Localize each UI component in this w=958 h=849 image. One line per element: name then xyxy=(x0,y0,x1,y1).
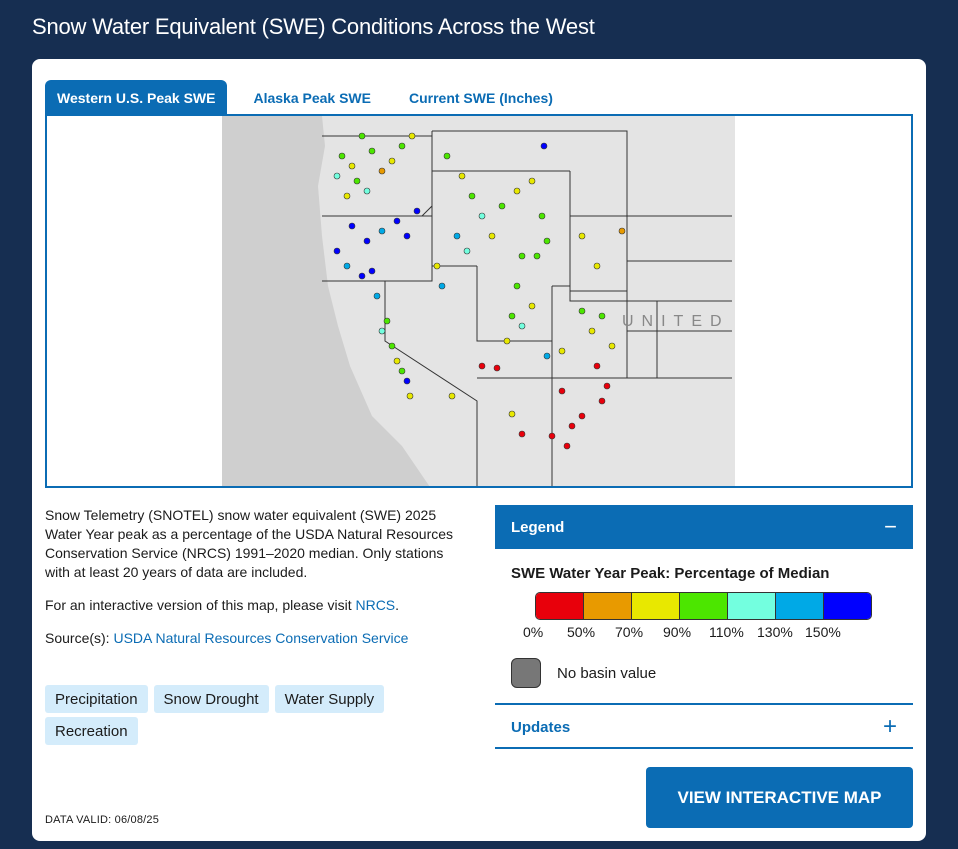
interactive-note: For an interactive version of this map, … xyxy=(45,596,465,615)
legend-header-label: Legend xyxy=(511,518,565,536)
legend-accordion-header[interactable]: Legend − xyxy=(495,505,913,549)
station-points xyxy=(333,132,626,450)
map-panel: UNITED S xyxy=(45,114,913,488)
expand-icon[interactable]: + xyxy=(882,713,897,740)
country-label: UNITED S xyxy=(622,313,735,330)
tab-bar: Western U.S. Peak SWE Alaska Peak SWE Cu… xyxy=(45,80,569,115)
legend-label: 50% xyxy=(567,624,596,640)
legend-swatch-green xyxy=(680,593,728,619)
data-valid-date: DATA VALID: 06/08/25 xyxy=(45,814,160,826)
swe-station-map: UNITED S xyxy=(222,116,735,486)
updates-label: Updates xyxy=(511,718,571,736)
interactive-note-end: . xyxy=(395,597,400,613)
tab-alaska-peak-swe[interactable]: Alaska Peak SWE xyxy=(253,89,371,106)
tab-current-swe[interactable]: Current SWE (Inches) xyxy=(408,89,553,106)
page-title: Snow Water Equivalent (SWE) Conditions A… xyxy=(32,14,595,39)
legend-swatch-blue xyxy=(824,593,871,619)
legend-swatch-aqua xyxy=(728,593,776,619)
view-interactive-map-button[interactable]: VIEW INTERACTIVE MAP xyxy=(646,767,913,828)
legend-label: 130% xyxy=(757,624,793,640)
legend-label: 150% xyxy=(805,624,841,640)
legend-label: 90% xyxy=(663,624,692,640)
description-text: Snow Telemetry (SNOTEL) snow water equiv… xyxy=(45,507,454,580)
no-basin-swatch xyxy=(511,658,541,688)
ocean xyxy=(222,116,430,486)
legend-label: 110% xyxy=(709,624,744,640)
tag-list: Precipitation Snow Drought Water Supply … xyxy=(45,685,445,749)
tag-water-supply[interactable]: Water Supply xyxy=(274,685,385,713)
source-link[interactable]: USDA Natural Resources Conservation Serv… xyxy=(113,630,409,646)
legend-panel: SWE Water Year Peak: Percentage of Media… xyxy=(495,549,913,705)
legend-swatch-lightblue xyxy=(776,593,824,619)
tag-precipitation[interactable]: Precipitation xyxy=(45,685,148,713)
nrcs-link[interactable]: NRCS xyxy=(355,597,396,613)
tab-western-peak-swe[interactable]: Western U.S. Peak SWE xyxy=(45,80,228,115)
source-label: Source(s): xyxy=(45,630,114,646)
no-basin-label: No basin value xyxy=(557,664,657,682)
map-description: Snow Telemetry (SNOTEL) snow water equiv… xyxy=(45,506,465,662)
source-line: Source(s): USDA Natural Resources Conser… xyxy=(45,629,465,648)
state-borders xyxy=(322,130,732,486)
collapse-icon[interactable]: − xyxy=(884,514,897,539)
legend-title: SWE Water Year Peak: Percentage of Media… xyxy=(511,565,830,582)
updates-accordion-header[interactable]: Updates + xyxy=(495,707,913,749)
tag-recreation[interactable]: Recreation xyxy=(45,717,138,745)
legend-swatch-yellow xyxy=(632,593,680,619)
interactive-note-text: For an interactive version of this map, … xyxy=(45,597,356,613)
legend-swatch-orange xyxy=(584,593,632,619)
legend-swatch-red xyxy=(536,593,584,619)
legend-color-scale xyxy=(535,592,872,620)
legend-label: 70% xyxy=(615,624,644,640)
legend-label: 0% xyxy=(523,624,544,640)
tag-snow-drought[interactable]: Snow Drought xyxy=(153,685,269,713)
content-card: Western U.S. Peak SWE Alaska Peak SWE Cu… xyxy=(32,59,926,841)
no-basin-legend: No basin value xyxy=(511,658,656,688)
